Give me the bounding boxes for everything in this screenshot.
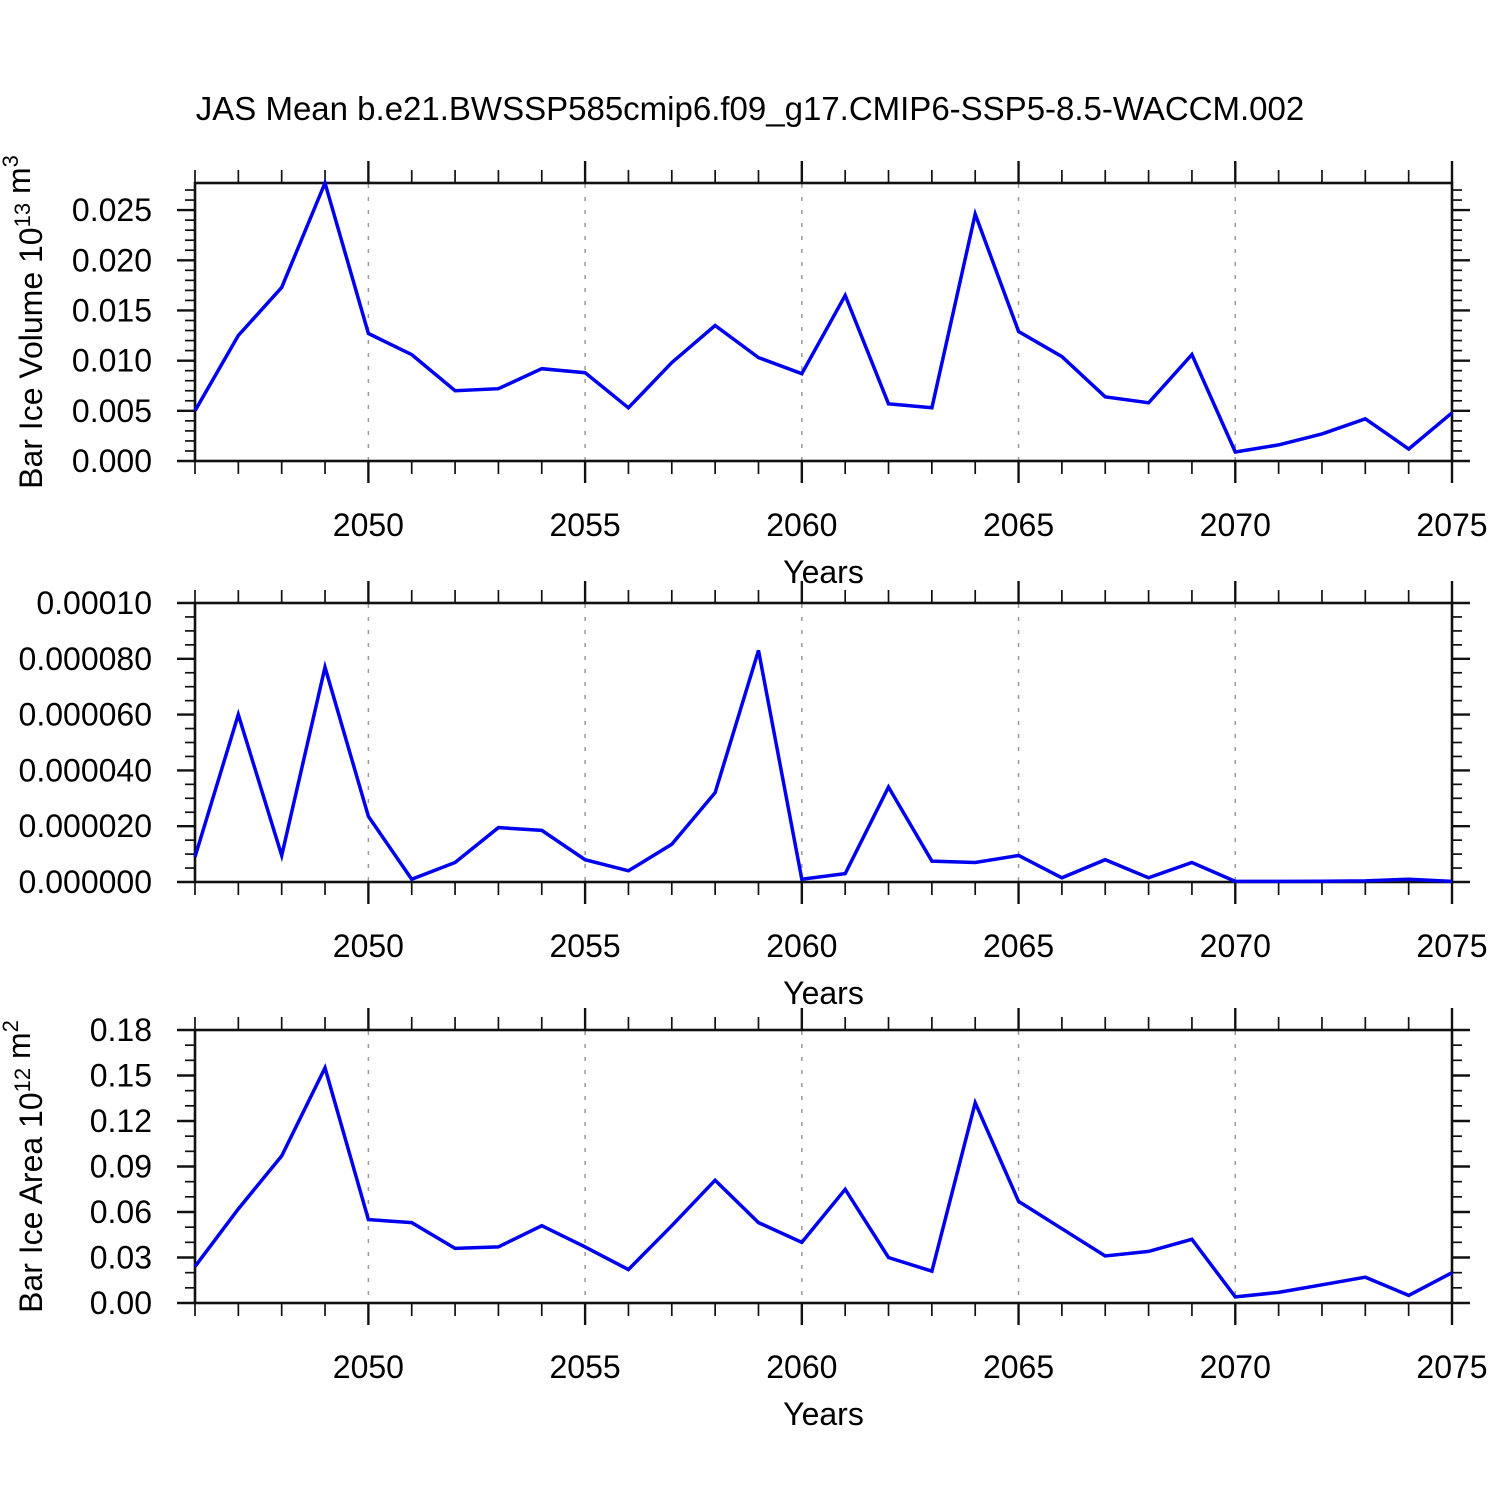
y-tick-label: 0.09 <box>90 1149 152 1185</box>
y-tick-label: 0.15 <box>90 1058 152 1094</box>
x-tick-label: 2060 <box>766 928 837 964</box>
x-tick-label: 2060 <box>766 507 837 543</box>
y-tick-label: 0.015 <box>72 292 152 328</box>
y-tick-label: 0.12 <box>90 1103 152 1139</box>
x-tick-label: 2050 <box>333 507 404 543</box>
x-axis-title: Years <box>783 554 864 590</box>
y-tick-label: 0.000040 <box>19 752 152 788</box>
y-tick-label: 0.000000 <box>19 864 152 900</box>
x-tick-label: 2070 <box>1200 1349 1271 1385</box>
data-line-top <box>193 177 1454 454</box>
page-title: JAS Mean b.e21.BWSSP585cmip6.f09_g17.CMI… <box>195 90 1305 127</box>
x-tick-label: 2075 <box>1416 928 1487 964</box>
x-tick-label: 2065 <box>983 1349 1054 1385</box>
y-tick-label: 0.00010 <box>36 585 152 621</box>
y-tick-label: 0.000080 <box>19 641 152 677</box>
plot-frame <box>193 601 1454 884</box>
y-tick-label: 0.000060 <box>19 697 152 733</box>
x-tick-label: 2050 <box>333 1349 404 1385</box>
y-tick-label: 0.010 <box>72 343 152 379</box>
plot-frame <box>193 181 1454 463</box>
superscript: 3 <box>0 155 23 167</box>
plot-frame <box>193 1028 1454 1305</box>
superscript: 13 <box>10 203 35 227</box>
x-axis-title: Years <box>783 1396 864 1432</box>
x-tick-label: 2050 <box>333 928 404 964</box>
y-axis-title: Bar Ice Volume 1013 m3 <box>0 155 49 489</box>
panel-top: 0.000 0.005 0.010 0.015 0.020 0.025 2050 2055 20… <box>0 155 1488 590</box>
x-tick-label: 2070 <box>1200 928 1271 964</box>
x-axis-title: Years <box>783 975 864 1011</box>
superscript: 12 <box>10 1068 35 1092</box>
y-tick-label: 0.005 <box>72 393 152 429</box>
superscript: 2 <box>0 1020 23 1032</box>
panel-bottom: 0.00 0.03 0.06 0.09 0.12 0.15 0.18 2050 2055 2060… <box>0 1008 1488 1432</box>
y-tick-label: 0.000 <box>72 443 152 479</box>
y-tick-label: 0.000020 <box>19 808 152 844</box>
x-tick-label: 2055 <box>550 928 621 964</box>
x-tick-label: 2075 <box>1416 1349 1487 1385</box>
x-tick-label: 2075 <box>1416 507 1487 543</box>
data-line-middle <box>193 649 1453 884</box>
y-tick-label: 0.06 <box>90 1194 152 1230</box>
x-tick-label: 2055 <box>550 1349 621 1385</box>
panel-middle: 0.000000 0.000020 0.000040 0.000060 0.000080… <box>19 581 1488 1011</box>
x-tick-label: 2070 <box>1200 507 1271 543</box>
x-tick-label: 2055 <box>550 507 621 543</box>
data-line-bottom <box>193 1063 1453 1299</box>
y-tick-label: 0.020 <box>72 242 152 278</box>
y-tick-label: 0.00 <box>90 1285 152 1321</box>
y-tick-label: 0.025 <box>72 192 152 228</box>
y-axis-title: Bar Ice Area 1012 m2 <box>0 1020 49 1313</box>
x-tick-label: 2065 <box>983 928 1054 964</box>
x-tick-label: 2065 <box>983 507 1054 543</box>
y-tick-label: 0.18 <box>90 1012 152 1048</box>
x-tick-label: 2060 <box>766 1349 837 1385</box>
y-tick-label: 0.03 <box>90 1240 152 1276</box>
